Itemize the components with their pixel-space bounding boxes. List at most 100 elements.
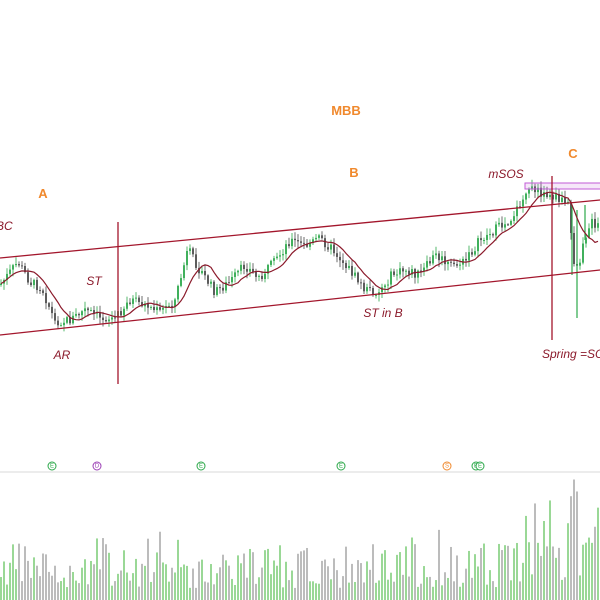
- candle-body: [342, 260, 344, 263]
- volume-bar: [381, 553, 383, 600]
- volume-bar: [27, 560, 29, 600]
- candle-body: [225, 282, 227, 291]
- candle-body: [399, 268, 401, 275]
- candle-body: [42, 290, 44, 294]
- candle-body: [9, 269, 11, 274]
- candle-body: [264, 273, 266, 280]
- candle-body: [192, 248, 194, 255]
- svg-text:E: E: [339, 464, 343, 470]
- volume-bar: [48, 571, 50, 600]
- svg-text:S: S: [445, 464, 449, 470]
- volume-bar: [597, 507, 599, 600]
- volume-bar: [414, 544, 416, 600]
- volume-bar: [573, 479, 575, 600]
- volume-bar: [552, 546, 554, 600]
- candle-body: [450, 261, 452, 263]
- candle-body: [204, 271, 206, 276]
- candle-body: [486, 234, 488, 241]
- volume-bar: [273, 560, 275, 600]
- volume-bar: [441, 585, 443, 600]
- candle-body: [417, 270, 419, 278]
- svg-text:E: E: [199, 464, 203, 470]
- volume-bar: [309, 581, 311, 600]
- volume-bar: [129, 580, 131, 600]
- volume-bar: [537, 542, 539, 600]
- candle-body: [243, 264, 245, 269]
- candle-body: [183, 265, 185, 279]
- candle-body: [120, 311, 122, 316]
- volume-bar: [39, 576, 41, 600]
- volume-bar: [72, 571, 74, 600]
- volume-bar: [18, 543, 20, 600]
- volume-bar: [459, 586, 461, 600]
- volume-bar: [102, 538, 104, 600]
- candle-body: [564, 197, 566, 204]
- candle-body: [459, 264, 461, 266]
- volume-bar: [420, 583, 422, 600]
- candle-body: [126, 302, 128, 309]
- volume-bar: [3, 561, 5, 600]
- volume-bar: [513, 548, 515, 600]
- volume-bar: [438, 529, 440, 600]
- candle-body: [321, 235, 323, 239]
- phase-dividers: [117, 176, 553, 384]
- volume-bar: [228, 565, 230, 600]
- event-label-ar: AR: [53, 348, 71, 362]
- volume-bar: [126, 572, 128, 600]
- volume-bar: [240, 563, 242, 600]
- candle-body: [372, 288, 374, 295]
- candle-body: [528, 189, 530, 194]
- volume-bar: [30, 577, 32, 600]
- volume-bar: [483, 543, 485, 600]
- candle-body: [369, 287, 371, 289]
- volume-bar: [108, 552, 110, 600]
- volume-bar: [123, 550, 125, 600]
- candle-body: [123, 308, 125, 316]
- volume-bar: [222, 554, 224, 600]
- volume-bar: [192, 568, 194, 600]
- candle-body: [48, 303, 50, 307]
- event-label-st-in-b: ST in B: [363, 306, 402, 320]
- candle-body: [312, 239, 314, 244]
- volume-bar: [141, 563, 143, 600]
- volume-bar: [354, 581, 356, 600]
- candle-body: [249, 268, 251, 272]
- candle-body: [366, 287, 368, 292]
- volume-bar: [291, 570, 293, 600]
- volume-bar: [207, 582, 209, 600]
- candle-body: [525, 193, 527, 200]
- candle-body: [201, 271, 203, 274]
- candle-body: [168, 305, 170, 307]
- event-markers: EDEESEE: [47, 461, 485, 471]
- volume-bar: [132, 573, 134, 600]
- candle-body: [60, 325, 62, 327]
- volume-bar: [174, 572, 176, 600]
- trading-range-channel: [0, 199, 600, 336]
- volume-bar: [165, 564, 167, 600]
- channel-upper: [0, 199, 600, 259]
- candle-body: [531, 186, 533, 190]
- candle-body: [408, 270, 410, 275]
- volume-bar: [315, 583, 317, 600]
- candle-body: [420, 270, 422, 272]
- candle-body: [270, 260, 272, 265]
- volume-bar: [33, 557, 35, 600]
- candle-body: [99, 312, 101, 318]
- volume-bar: [504, 545, 506, 600]
- candle-body: [594, 218, 596, 228]
- candle-body: [18, 263, 20, 266]
- volume-bar: [264, 550, 266, 600]
- volume-bar: [261, 567, 263, 600]
- candle-body: [282, 254, 284, 256]
- volume-bar: [45, 554, 47, 600]
- candle-body: [273, 258, 275, 261]
- volume-bar: [279, 545, 281, 600]
- candle-body: [45, 293, 47, 304]
- candle-body: [597, 223, 599, 228]
- candle-body: [180, 278, 182, 286]
- candle-body: [258, 275, 260, 277]
- candle-body: [360, 282, 362, 284]
- volume-bars: [0, 479, 599, 600]
- volume-bar: [579, 575, 581, 600]
- volume-bar: [447, 577, 449, 600]
